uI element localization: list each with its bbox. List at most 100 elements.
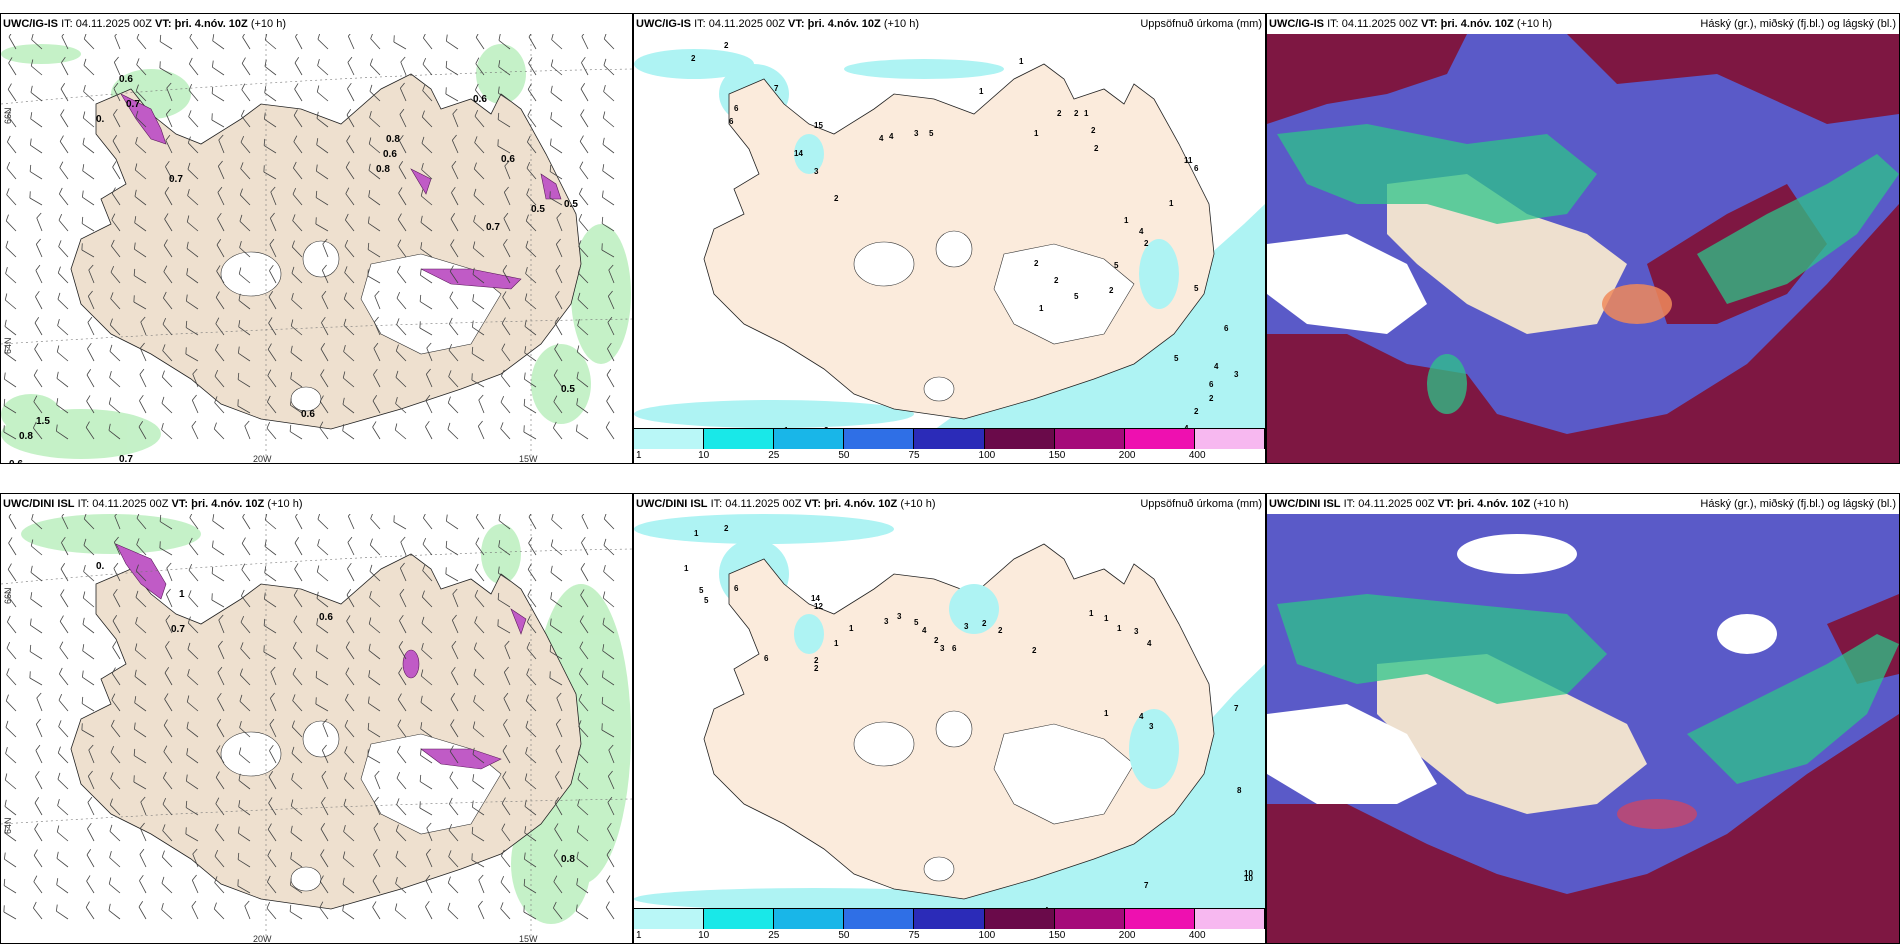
wind-barb: [527, 563, 537, 582]
wind-barb: [528, 514, 537, 530]
wind-barb: [59, 667, 69, 686]
init-time: IT: 04.11.2025 00Z: [694, 18, 785, 30]
value-label: 5: [704, 596, 709, 605]
wind-barb: [419, 321, 433, 336]
wind-barb: [370, 34, 381, 50]
wind-barb: [321, 796, 329, 816]
wind-barb: [134, 669, 147, 686]
wind-barb: [500, 422, 511, 440]
wind-barb: [237, 852, 251, 868]
value-label: 2: [814, 664, 819, 673]
wind-barb: [369, 84, 381, 102]
wind-barb: [81, 190, 95, 206]
wind-barb: [606, 369, 615, 388]
wind-barb: [237, 399, 251, 414]
wind-barb: [7, 615, 17, 634]
wind-barb: [217, 692, 225, 712]
colorbar-swatch: [774, 909, 845, 929]
wind-barb: [214, 369, 225, 388]
wind-barb: [525, 747, 537, 764]
wind-barb: [108, 397, 121, 414]
wind-barb: [290, 799, 303, 816]
wind-barb: [269, 238, 277, 258]
wind-barb: [3, 372, 17, 388]
wind-barb: [317, 514, 329, 530]
wind-barb: [34, 797, 43, 816]
wind-barb: [186, 695, 199, 712]
wind-barb: [211, 113, 225, 128]
value-label: 7: [774, 84, 779, 93]
wind-barb: [474, 589, 485, 608]
wind-barb: [473, 642, 485, 660]
value-label: 3: [964, 622, 969, 631]
wind-barb: [135, 84, 147, 102]
colorbar-swatch: [844, 909, 915, 929]
model-name: UWC/IG-IS: [1269, 18, 1324, 30]
wind-barb: [33, 369, 43, 388]
wind-barb: [56, 825, 69, 842]
white-area: [1267, 234, 1427, 334]
wind-barb: [602, 111, 615, 128]
wind-barb: [113, 56, 121, 76]
wind-barb: [368, 137, 381, 154]
wind-barb: [398, 187, 407, 206]
wind-barb: [578, 693, 589, 712]
value-label: 4: [1214, 362, 1219, 371]
wind-barb: [497, 566, 511, 582]
wind-barb: [269, 212, 277, 232]
wind-barb: [7, 563, 17, 582]
wind-barb: [211, 593, 225, 608]
wind-barb: [501, 343, 511, 362]
wind-barb: [555, 770, 563, 790]
wind-barb: [577, 799, 589, 816]
wind-barb: [270, 186, 277, 206]
panel-title: UWC/DINI ISL IT: 04.11.2025 00Z VT: þri.…: [1, 494, 632, 514]
wind-barb: [399, 134, 407, 154]
value-label: 1: [1019, 57, 1024, 66]
wind-barb: [191, 394, 199, 414]
value-label: 0.7: [486, 222, 500, 233]
wind-barb: [289, 398, 303, 414]
wind-barb: [320, 823, 329, 842]
colorbar-swatch: [1124, 909, 1195, 929]
wind-barb: [134, 643, 147, 660]
value-label: 0.7: [171, 624, 185, 635]
wind-barb: [139, 822, 147, 842]
wind-barb: [5, 214, 17, 232]
wind-barb: [57, 319, 69, 336]
wind-barb: [550, 59, 563, 76]
wind-barb: [56, 878, 69, 894]
wind-barb: [423, 514, 433, 530]
wind-barb: [320, 343, 329, 362]
wind-barb: [211, 60, 225, 76]
wind-barb: [163, 745, 173, 764]
wind-barb: [577, 746, 589, 764]
wind-barb: [83, 85, 95, 102]
value-label: 3: [1234, 370, 1239, 379]
wind-barb: [576, 878, 589, 894]
colorbar-tick: 50: [838, 450, 850, 461]
wind-barb: [86, 369, 95, 388]
wind-barb: [216, 239, 225, 258]
wind-barb: [5, 720, 17, 738]
wind-barb: [555, 264, 563, 284]
wind-barb: [394, 903, 407, 920]
wind-barb: [289, 904, 303, 920]
wind-barb: [501, 369, 511, 388]
colorbar-swatch: [1054, 909, 1125, 929]
wind-barb: [110, 265, 121, 284]
wind-barb: [87, 822, 95, 842]
wind-barb: [57, 746, 69, 764]
value-label: 6: [764, 654, 769, 663]
wind-barb: [134, 216, 147, 232]
panel-subtitle: Uppsöfnuð úrkoma (mm): [1140, 498, 1262, 510]
lat-label-64n: 64N: [3, 817, 13, 834]
value-label: 4: [1147, 639, 1152, 648]
wind-barb: [395, 370, 407, 388]
wind-barb: [321, 770, 329, 790]
value-label: 11: [1184, 156, 1193, 165]
wind-barb: [502, 745, 511, 764]
wind-barb: [110, 772, 121, 790]
wind-barb: [61, 56, 69, 76]
wind-barb: [343, 318, 355, 336]
